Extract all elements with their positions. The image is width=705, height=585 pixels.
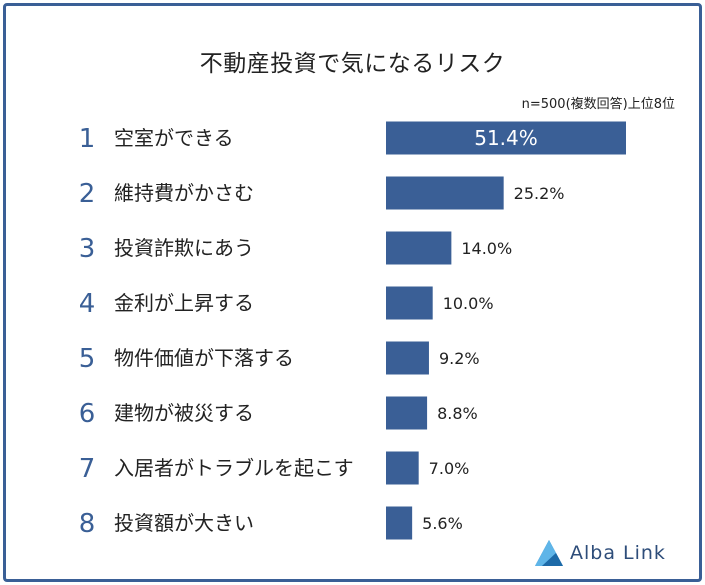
value-label: 7.0%	[429, 459, 470, 478]
rank-number: 5	[79, 344, 96, 374]
category-label: 維持費がかさむ	[114, 181, 254, 205]
category-label: 空室ができる	[114, 126, 234, 150]
rank-number: 1	[79, 124, 96, 154]
value-label: 25.2%	[514, 184, 565, 203]
value-label: 51.4%	[474, 126, 538, 150]
value-label: 5.6%	[422, 514, 463, 533]
value-label: 8.8%	[437, 404, 478, 423]
rank-number: 3	[79, 234, 96, 264]
brand-logo: Alba Link	[534, 538, 666, 568]
category-label: 金利が上昇する	[114, 291, 254, 315]
value-label: 9.2%	[439, 349, 480, 368]
bar	[386, 286, 433, 320]
bar	[386, 506, 413, 540]
bar	[386, 341, 429, 375]
category-label: 物件価値が下落する	[114, 346, 294, 370]
category-label: 投資額が大きい	[114, 511, 254, 535]
rank-number: 7	[79, 454, 96, 484]
value-label: 10.0%	[443, 294, 494, 313]
category-label: 建物が被災する	[114, 401, 254, 425]
rank-number: 8	[79, 509, 96, 539]
bar	[386, 396, 428, 430]
bar	[386, 451, 419, 485]
category-label: 入居者がトラブルを起こす	[114, 456, 354, 480]
value-label: 14.0%	[461, 239, 512, 258]
sample-note: n=500(複数回答)上位8位	[521, 97, 675, 112]
alba-link-logo-icon	[535, 540, 563, 566]
rank-number: 4	[79, 289, 96, 319]
chart-title: 不動産投資で気になるリスク	[199, 51, 506, 77]
rank-number: 6	[79, 399, 96, 429]
logo-text: Alba Link	[570, 542, 666, 564]
chart-frame	[3, 3, 702, 582]
category-label: 投資詐欺にあう	[114, 236, 254, 260]
bar	[386, 121, 626, 155]
rank-number: 2	[79, 179, 96, 209]
bar	[386, 176, 504, 210]
bar	[386, 231, 452, 265]
